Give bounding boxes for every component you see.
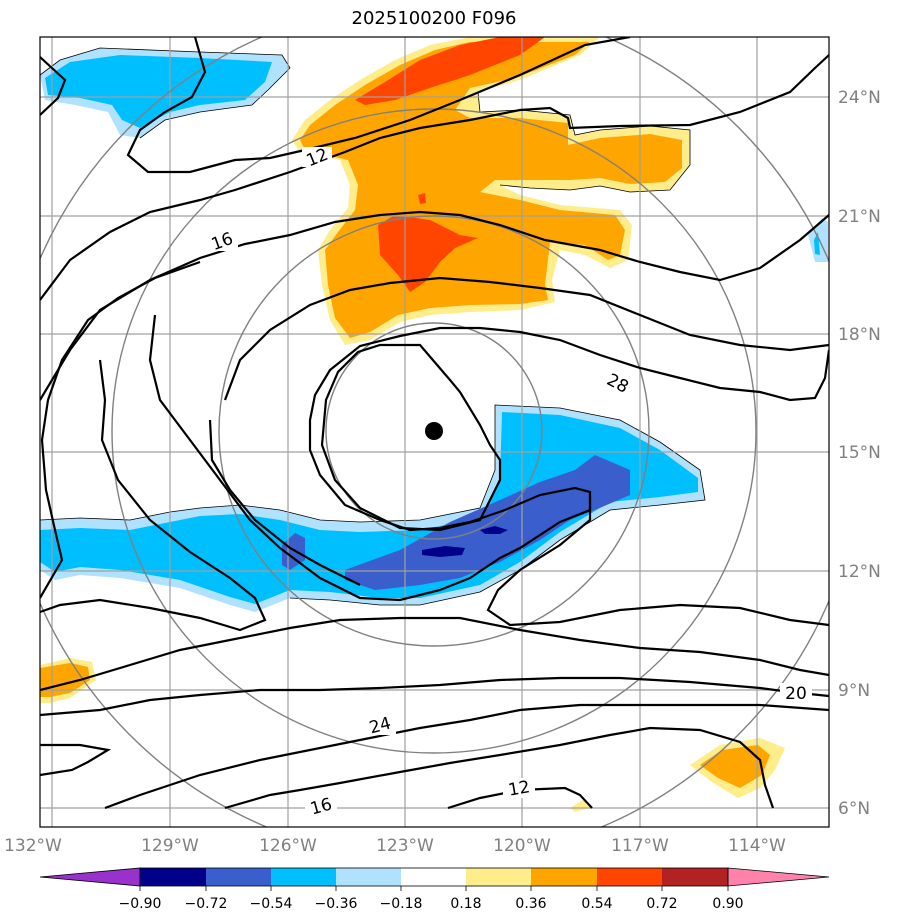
range-rings [40, 37, 829, 827]
colorbar-tick-label: −0.72 [185, 896, 228, 912]
colorbar-tick-label: −0.90 [119, 896, 162, 912]
pos-light-small-s [570, 800, 590, 812]
lat-label: 15°N [838, 443, 881, 463]
lon-label: 129°W [141, 836, 199, 856]
lon-label: 117°W [611, 836, 669, 856]
lon-label: 114°W [728, 836, 786, 856]
pos-red-dot [418, 193, 426, 204]
lat-label: 18°N [838, 325, 881, 345]
colorbar-segment [206, 868, 271, 886]
colorbar-segment [401, 868, 466, 886]
colorbar-segment [597, 868, 662, 886]
colorbar-segment [466, 868, 531, 886]
neg-navy-1 [422, 546, 465, 557]
colorbar-tick-label: 0.54 [581, 896, 612, 912]
lat-label: 24°N [838, 88, 881, 108]
contour-labels: 12 16 28 20 24 16 12 [206, 145, 812, 819]
colorbar-segment [336, 868, 401, 886]
graticule [40, 37, 829, 827]
colorbar-extend-low [39, 867, 141, 887]
contour-label-20: 20 [785, 684, 807, 704]
colorbar-extend-high [727, 867, 830, 887]
lon-label: 123°W [376, 836, 434, 856]
lon-label: 120°W [493, 836, 551, 856]
shading-outlines [40, 47, 706, 606]
colorbar-tick-label: −0.54 [250, 896, 293, 912]
colorbar-segment [662, 868, 728, 886]
lat-label: 21°N [838, 207, 881, 227]
pos-red-north [355, 37, 545, 105]
longitude-labels: 132°W 129°W 126°W 123°W 120°W 117°W 114°… [4, 836, 786, 856]
pos-orange-se [700, 745, 770, 788]
colorbar-tick-label: 0.90 [712, 896, 743, 912]
colorbar-tick-label: −0.36 [315, 896, 358, 912]
pos-red-middle [378, 215, 478, 292]
colorbar-frame [139, 867, 729, 887]
map-frame [39, 36, 830, 828]
storm-center-marker [425, 422, 443, 440]
neg-navy-2 [480, 526, 508, 534]
lat-label: 12°N [838, 562, 881, 582]
lat-label: 6°N [838, 799, 870, 819]
neg-cyan-nw [45, 55, 272, 128]
colorbar-tick-label: 0.72 [646, 896, 677, 912]
contour-label-12-south: 12 [507, 777, 532, 800]
map-title: 2025100200 F096 [351, 8, 517, 29]
lat-label: 9°N [838, 681, 870, 701]
colorbar-tick-label: 0.18 [450, 896, 481, 912]
colorbar-segment [271, 868, 336, 886]
colorbar-segment [531, 868, 597, 886]
height-contours [40, 37, 829, 810]
lon-label: 132°W [4, 836, 62, 856]
colorbar: −0.90 −0.72 −0.54 −0.36 −0.18 0.18 0.36 … [39, 867, 830, 912]
latitude-labels: 24°N 21°N 18°N 15°N 12°N 9°N 6°N [838, 88, 881, 819]
colorbar-tick-label: −0.18 [380, 896, 423, 912]
colorbar-segment [140, 868, 206, 886]
colorbar-tick-label: 0.36 [515, 896, 546, 912]
neg-blue-band [345, 455, 630, 590]
lon-label: 126°W [259, 836, 317, 856]
neg-cyan-band [40, 412, 698, 604]
map-content: 12 16 28 20 24 16 12 [40, 37, 829, 827]
